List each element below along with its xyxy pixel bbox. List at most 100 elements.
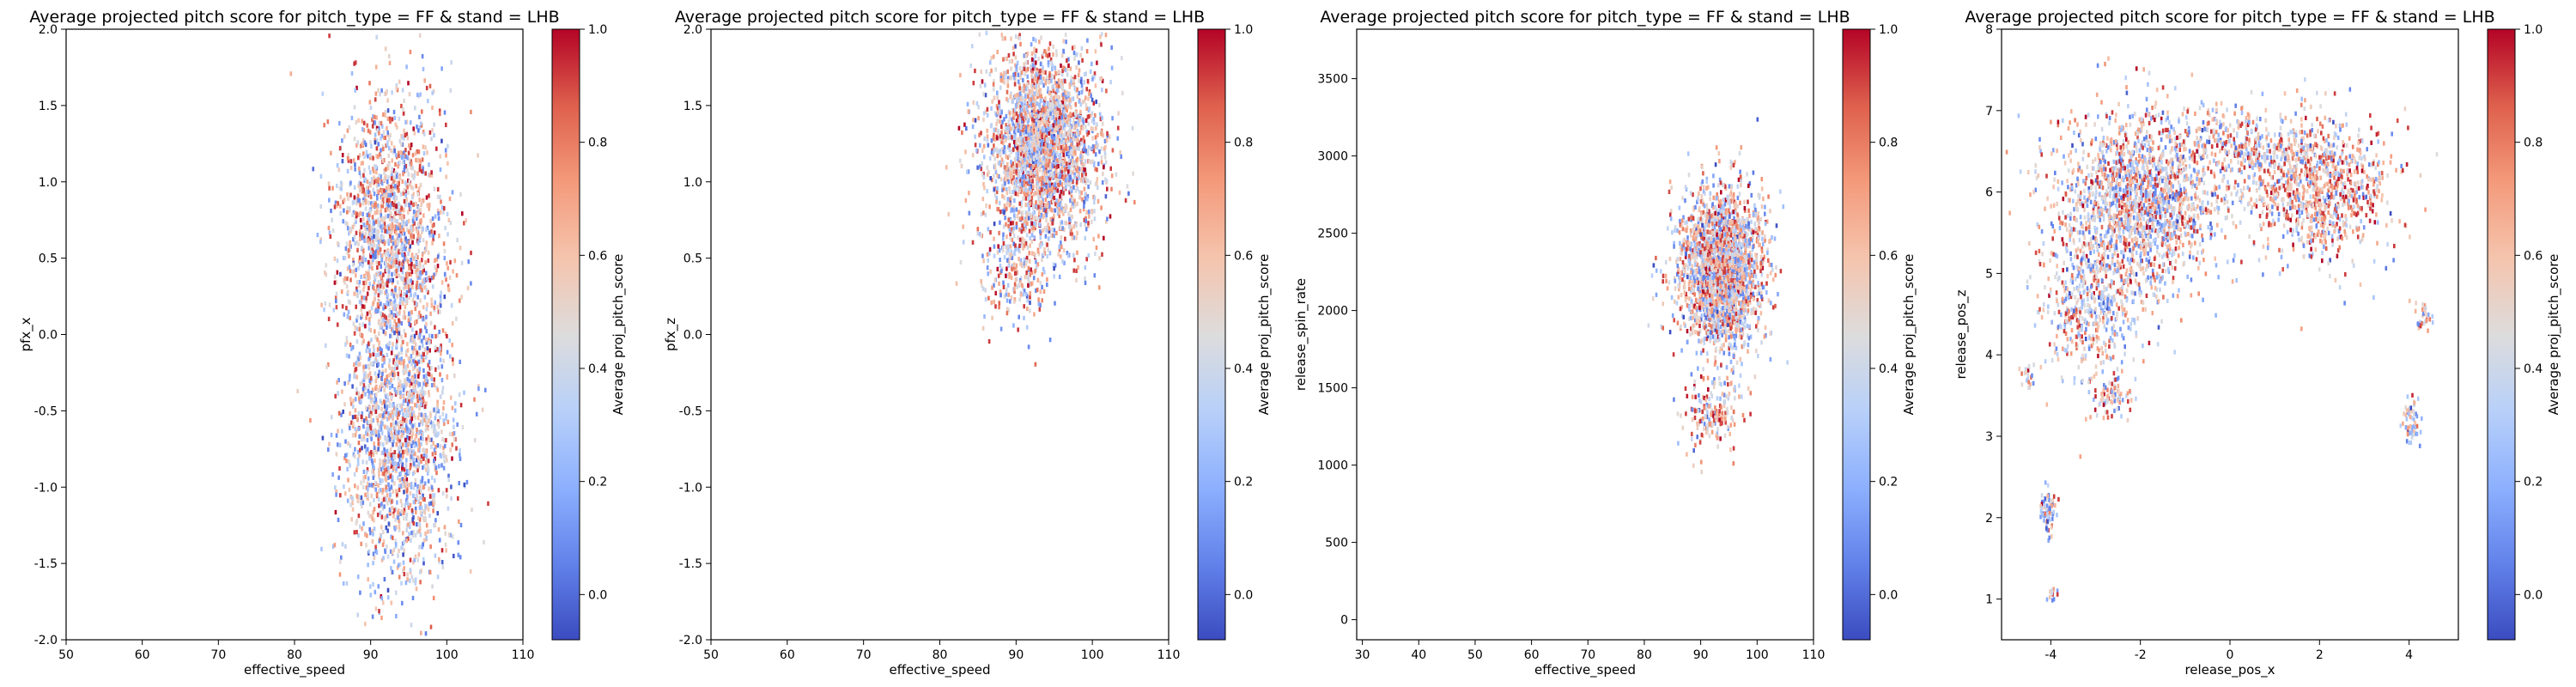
hexbin-cell bbox=[1071, 235, 1074, 240]
hexbin-cell bbox=[392, 442, 394, 447]
hexbin-cell bbox=[422, 417, 426, 423]
hexbin-cell bbox=[1030, 137, 1033, 142]
hexbin-cell bbox=[390, 230, 393, 235]
hexbin-cell bbox=[1091, 144, 1095, 149]
hexbin-cell bbox=[1030, 52, 1034, 57]
hexbin-cell bbox=[420, 630, 422, 635]
hexbin-cell bbox=[360, 501, 362, 507]
hexbin-cell bbox=[1014, 34, 1018, 40]
hexbin-cell bbox=[453, 553, 455, 559]
hexbin-cell bbox=[358, 396, 361, 401]
hexbin-cell bbox=[422, 335, 425, 340]
hexbin-cell bbox=[441, 328, 445, 333]
hexbin-cell bbox=[397, 371, 399, 376]
hexbin-cell bbox=[398, 215, 402, 220]
hexbin-cell bbox=[388, 363, 391, 368]
hexbin-cell bbox=[1042, 163, 1044, 168]
hexbin-cell bbox=[398, 188, 400, 193]
hexbin-cell bbox=[364, 622, 367, 627]
hexbin-cell bbox=[437, 365, 440, 370]
hexbin-cell bbox=[377, 280, 380, 285]
hexbin-cell bbox=[371, 204, 374, 209]
hexbin-cell bbox=[381, 372, 384, 377]
hexbin-cell bbox=[296, 388, 299, 393]
hexbin-cell bbox=[413, 423, 416, 428]
hexbin-cell bbox=[342, 255, 345, 261]
hexbin-cell bbox=[416, 416, 420, 421]
hexbin-cell bbox=[407, 210, 410, 215]
hexbin-cell bbox=[368, 363, 370, 368]
hexbin-cell bbox=[400, 581, 403, 586]
hexbin-cell bbox=[1060, 182, 1063, 187]
hexbin-cell bbox=[415, 348, 417, 353]
hexbin-cell bbox=[415, 202, 417, 207]
hexbin-cell bbox=[346, 205, 349, 211]
hexbin-cell bbox=[326, 119, 330, 125]
hexbin-cell bbox=[349, 206, 351, 211]
hexbin-cell bbox=[1073, 45, 1076, 50]
hexbin-cell bbox=[426, 463, 428, 468]
hexbin-cell bbox=[325, 364, 328, 369]
hexbin-cell bbox=[428, 130, 432, 135]
hexbin-cell bbox=[1078, 78, 1080, 83]
hexbin-cell bbox=[380, 376, 384, 381]
hexbin-cell bbox=[357, 183, 361, 188]
hexbin-cell bbox=[355, 465, 359, 470]
hexbin-cell bbox=[1051, 192, 1054, 198]
hexbin-cell bbox=[1006, 197, 1010, 202]
hexbin-cell bbox=[372, 187, 375, 192]
hexbin-cell bbox=[415, 510, 417, 515]
hexbin-cell bbox=[410, 165, 412, 170]
hexbin-cell bbox=[459, 456, 462, 461]
hexbin-cell bbox=[1072, 252, 1075, 258]
hexbin-cell bbox=[377, 88, 380, 93]
hexbin-cell bbox=[425, 307, 428, 312]
hexbin-cell bbox=[982, 210, 985, 216]
hexbin-cell bbox=[416, 273, 418, 278]
hexbin-cell bbox=[378, 173, 381, 179]
hexbin-cell bbox=[404, 377, 407, 383]
hexbin-cell bbox=[368, 514, 371, 519]
hexbin-cell bbox=[349, 227, 353, 232]
hexbin-cell bbox=[343, 381, 346, 386]
hexbin-cell bbox=[438, 538, 441, 543]
hexbin-cell bbox=[453, 408, 457, 413]
hexbin-cell bbox=[404, 443, 408, 448]
hexbin-cell bbox=[394, 526, 397, 532]
hexbin-cell bbox=[459, 403, 463, 408]
hexbin-cell bbox=[1088, 214, 1091, 219]
hexbin-cell bbox=[445, 438, 447, 443]
hexbin-cell bbox=[1025, 170, 1028, 175]
hexbin-cell bbox=[328, 441, 331, 447]
hexbin-cell bbox=[373, 445, 376, 450]
hexbin-cell bbox=[404, 154, 407, 160]
hexbin-cell bbox=[398, 250, 400, 255]
hexbin-cell bbox=[334, 509, 337, 515]
hexbin-cell bbox=[452, 269, 454, 274]
hexbin-cell bbox=[383, 447, 386, 453]
hexbin-cell bbox=[358, 280, 361, 285]
hexbin-cell bbox=[972, 100, 975, 106]
hexbin-cell bbox=[945, 165, 948, 170]
hexbin-cell bbox=[379, 441, 382, 447]
hexbin-cell bbox=[416, 267, 418, 272]
hexbin-cell bbox=[402, 286, 405, 291]
hexbin-cell bbox=[384, 378, 386, 383]
hexbin-cell bbox=[402, 155, 405, 160]
hexbin-cell bbox=[434, 271, 438, 277]
hexbin-cell bbox=[1004, 57, 1006, 62]
hexbin-cell bbox=[398, 261, 401, 266]
hexbin-cell bbox=[378, 331, 380, 337]
hexbin-cell bbox=[433, 497, 435, 502]
hexbin-cell bbox=[389, 210, 392, 216]
hexbin-cell bbox=[400, 356, 403, 362]
hexbin-cell bbox=[412, 367, 415, 372]
hexbin-cell bbox=[392, 290, 395, 295]
hexbin-cell bbox=[1083, 72, 1086, 77]
hexbin-cell bbox=[414, 374, 416, 379]
hexbin-cell bbox=[369, 313, 373, 319]
hexbin-cell bbox=[384, 435, 386, 441]
hexbin-cell bbox=[400, 426, 404, 431]
hexbin-cell bbox=[377, 240, 380, 245]
hexbin-cell bbox=[393, 271, 396, 276]
